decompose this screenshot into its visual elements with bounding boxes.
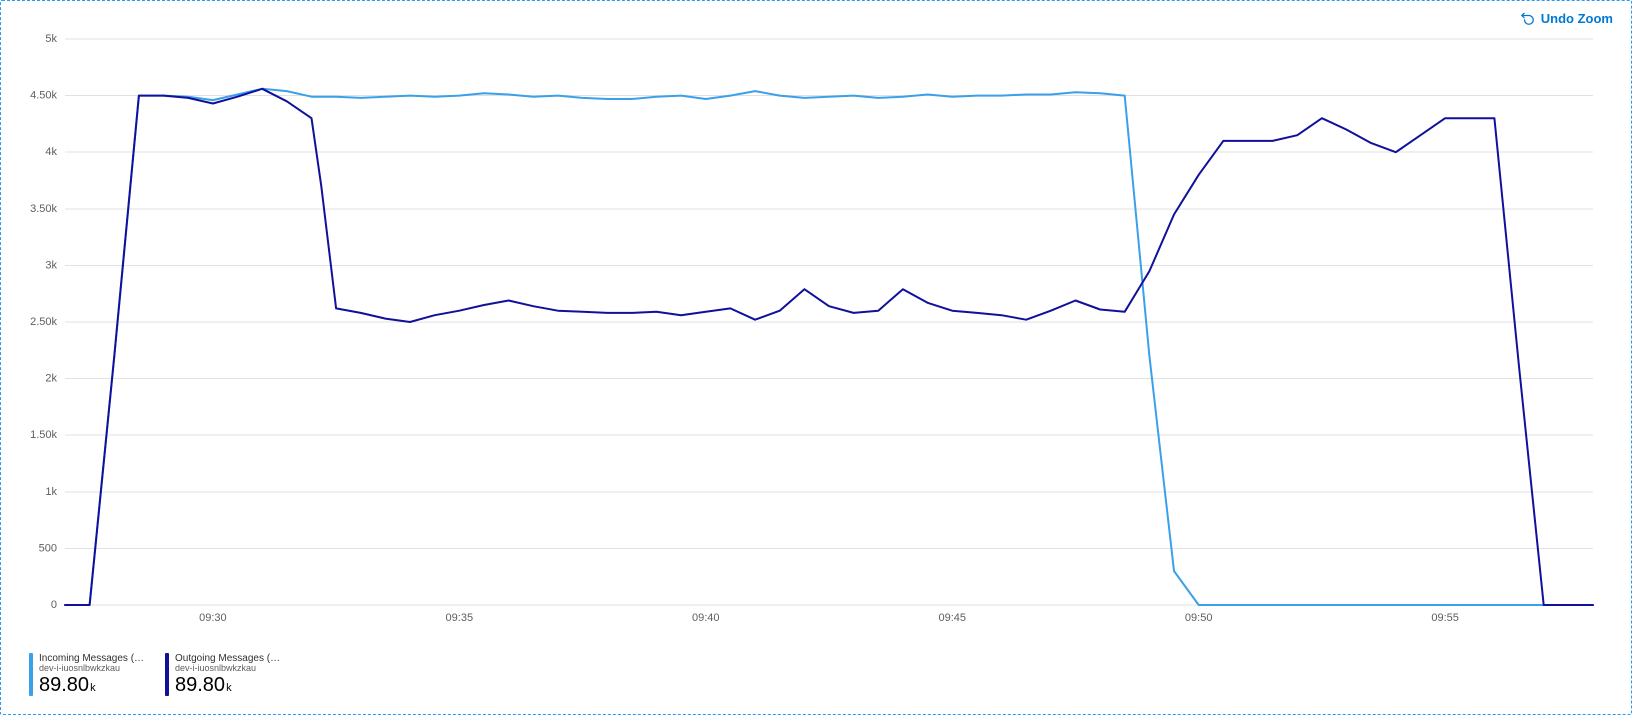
undo-zoom-label: Undo Zoom <box>1541 11 1613 26</box>
x-tick-label: 09:40 <box>692 612 720 624</box>
legend-item-0[interactable]: Incoming Messages (Sum)dev-i-iuosnlbwkzk… <box>29 653 149 696</box>
y-tick-label: 3.50k <box>30 203 57 215</box>
y-tick-label: 4.50k <box>30 90 57 102</box>
legend-swatch <box>29 653 33 696</box>
legend-item-1[interactable]: Outgoing Messages (Sum)dev-i-iuosnlbwkzk… <box>165 653 285 696</box>
legend-series-resource: dev-i-iuosnlbwkzkau <box>175 664 285 674</box>
y-tick-label: 1.50k <box>30 429 57 441</box>
y-tick-label: 2k <box>45 373 57 385</box>
undo-zoom-button[interactable]: Undo Zoom <box>1521 11 1613 26</box>
y-tick-label: 4k <box>45 146 57 158</box>
metrics-chart-panel: Undo Zoom 0 500 1k 1.50k 2k 2.50k 3k 3.50k 4k 4.5… <box>0 0 1632 715</box>
legend-series-value: 89.80k <box>39 674 149 696</box>
legend-series-resource: dev-i-iuosnlbwkzkau <box>39 664 149 674</box>
chart-legend: Incoming Messages (Sum)dev-i-iuosnlbwkzk… <box>29 653 285 696</box>
y-tick-label: 3k <box>45 259 57 271</box>
x-tick-label: 09:50 <box>1185 612 1213 624</box>
series-line-1 <box>65 89 1593 605</box>
legend-text: Outgoing Messages (Sum)dev-i-iuosnlbwkzk… <box>175 653 285 696</box>
y-tick-label: 0 <box>51 599 57 611</box>
legend-series-name: Incoming Messages (Sum) <box>39 653 149 664</box>
legend-series-name: Outgoing Messages (Sum) <box>175 653 285 664</box>
x-tick-label: 09:35 <box>446 612 474 624</box>
x-tick-label: 09:45 <box>938 612 966 624</box>
legend-text: Incoming Messages (Sum)dev-i-iuosnlbwkzk… <box>39 653 149 696</box>
undo-icon <box>1521 12 1535 26</box>
chart-plot-area[interactable]: 0 500 1k 1.50k 2k 2.50k 3k 3.50k 4k 4.50k 5k 09:30 0… <box>1 29 1632 639</box>
y-tick-label: 2.50k <box>30 316 57 328</box>
legend-series-value: 89.80k <box>175 674 285 696</box>
x-tick-label: 09:55 <box>1431 612 1459 624</box>
y-tick-label: 500 <box>39 542 57 554</box>
y-tick-label: 5k <box>45 33 57 45</box>
series-line-0 <box>65 89 1593 605</box>
legend-swatch <box>165 653 169 696</box>
x-tick-label: 09:30 <box>199 612 227 624</box>
y-tick-label: 1k <box>45 486 57 498</box>
